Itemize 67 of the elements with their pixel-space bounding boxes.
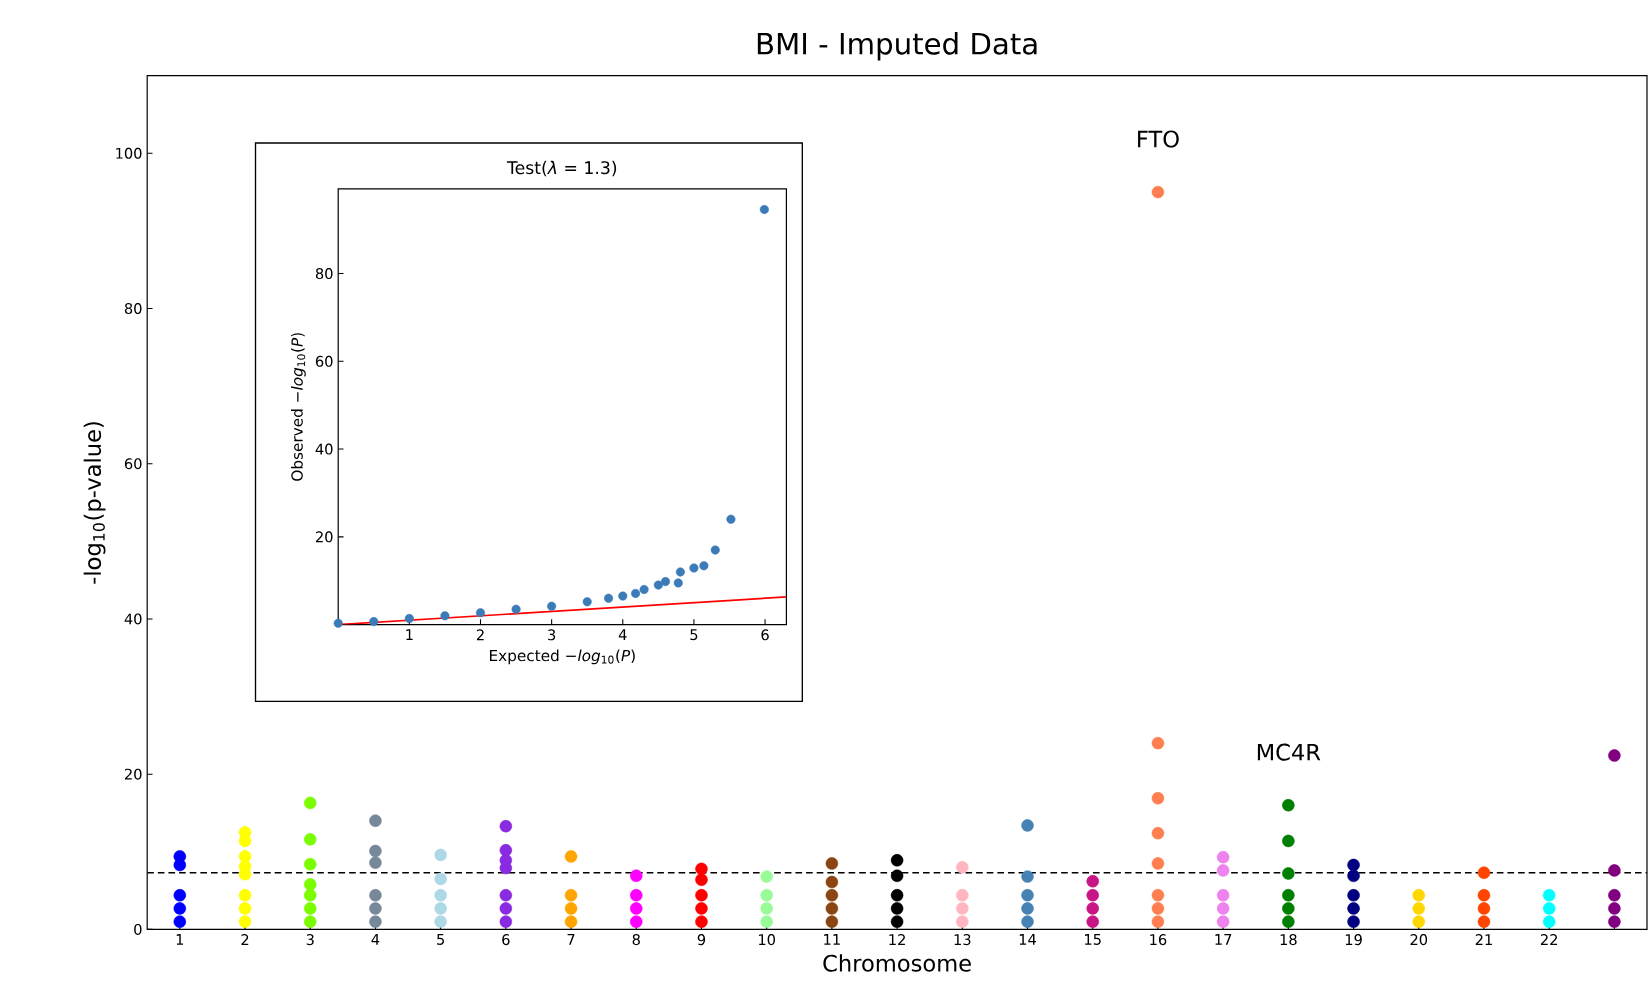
point bbox=[604, 593, 614, 603]
x-tick-label: 1 bbox=[176, 934, 184, 945]
point bbox=[511, 604, 521, 614]
chart-title: BMI - Imputed Data bbox=[757, 32, 1037, 61]
x-tick-label: 12 bbox=[889, 934, 905, 945]
x-tick-label: 16 bbox=[1150, 934, 1167, 946]
y-tick-label: 100 bbox=[116, 147, 142, 159]
point bbox=[547, 601, 557, 611]
x-axis-title: Expected −log$_{10}$(P) bbox=[490, 649, 635, 665]
x-tick-label: 20 bbox=[1410, 934, 1428, 946]
point bbox=[404, 613, 414, 623]
x-tick-label: 3 bbox=[306, 934, 314, 946]
x-axis-title: Chromosome bbox=[823, 954, 971, 972]
point bbox=[675, 567, 685, 577]
y-tick-label: 40 bbox=[124, 613, 142, 625]
y-axis-title: Observed −log$_{10}$(P) bbox=[291, 333, 306, 481]
y-tick-label: 20 bbox=[315, 531, 333, 543]
y-tick-label: 40 bbox=[315, 443, 333, 455]
point bbox=[639, 584, 649, 595]
point bbox=[710, 545, 720, 555]
annotation: FTO bbox=[1138, 130, 1179, 148]
y-axis-title: -log$_{10}$(p-value) bbox=[83, 422, 106, 584]
x-tick-label: 9 bbox=[697, 934, 706, 946]
x-tick-label: 4 bbox=[371, 934, 380, 945]
point bbox=[653, 580, 663, 590]
annotation: MC4R bbox=[1257, 743, 1321, 761]
y-tick-label: 80 bbox=[315, 268, 333, 280]
point bbox=[673, 578, 683, 588]
point bbox=[369, 617, 379, 627]
point bbox=[699, 561, 709, 571]
x-tick-label: 11 bbox=[824, 934, 840, 945]
y-tick-label: 0 bbox=[134, 923, 142, 935]
x-tick-label: 5 bbox=[437, 934, 445, 945]
y-tick-label: 60 bbox=[315, 355, 333, 367]
x-tick-label: 7 bbox=[567, 934, 575, 945]
x-tick-label: 15 bbox=[1085, 934, 1101, 945]
x-tick-label: 2 bbox=[476, 629, 484, 641]
x-tick-label: 19 bbox=[1345, 934, 1362, 946]
x-tick-label: 22 bbox=[1540, 934, 1558, 945]
point bbox=[689, 563, 699, 573]
x-tick-label: 18 bbox=[1280, 934, 1297, 946]
point bbox=[582, 597, 592, 607]
point bbox=[726, 514, 736, 524]
x-tick-label: 13 bbox=[954, 934, 971, 946]
x-tick-label: 6 bbox=[502, 934, 510, 946]
x-tick-label: 8 bbox=[632, 934, 640, 946]
x-tick-label: 10 bbox=[758, 934, 775, 946]
x-tick-label: 2 bbox=[241, 934, 249, 945]
x-tick-label: 5 bbox=[690, 629, 698, 641]
point bbox=[631, 588, 641, 598]
x-tick-label: 21 bbox=[1475, 934, 1492, 945]
point bbox=[440, 611, 450, 621]
y-tick-label: 60 bbox=[124, 458, 142, 470]
chart-title: Test(λ = 1.3) bbox=[506, 160, 617, 177]
x-tick-label: 6 bbox=[761, 629, 769, 641]
point bbox=[333, 618, 343, 628]
y-tick-label: 20 bbox=[124, 768, 142, 780]
y-tick-label: 80 bbox=[124, 303, 142, 315]
point bbox=[618, 591, 628, 601]
x-tick-label: 4 bbox=[618, 629, 627, 640]
point bbox=[475, 608, 486, 618]
x-tick-label: 1 bbox=[406, 629, 413, 640]
x-tick-label: 17 bbox=[1215, 934, 1232, 945]
point bbox=[660, 577, 670, 587]
x-tick-label: 14 bbox=[1019, 934, 1036, 945]
x-tick-label: 3 bbox=[548, 629, 556, 641]
point bbox=[759, 205, 769, 215]
